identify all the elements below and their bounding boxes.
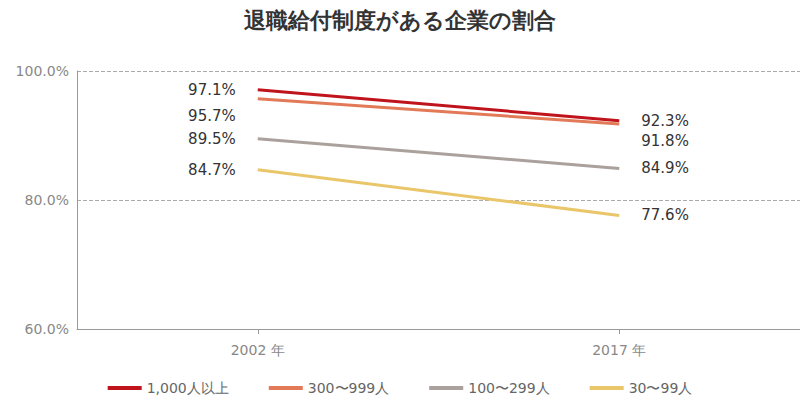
svg-text:60.0%: 60.0%	[25, 321, 69, 337]
svg-text:2017 年: 2017 年	[592, 342, 646, 358]
svg-text:84.9%: 84.9%	[641, 159, 689, 177]
svg-text:89.5%: 89.5%	[188, 130, 236, 148]
svg-text:80.0%: 80.0%	[25, 192, 69, 208]
svg-text:84.7%: 84.7%	[188, 161, 236, 179]
svg-text:300〜999人: 300〜999人	[308, 380, 389, 396]
svg-text:95.7%: 95.7%	[188, 107, 236, 125]
svg-text:77.6%: 77.6%	[641, 206, 689, 224]
svg-text:92.3%: 92.3%	[641, 112, 689, 130]
svg-text:1,000人以上: 1,000人以上	[147, 380, 229, 396]
svg-text:退職給付制度がある企業の割合: 退職給付制度がある企業の割合	[244, 8, 556, 33]
svg-text:100〜299人: 100〜299人	[468, 380, 549, 396]
svg-text:97.1%: 97.1%	[188, 81, 236, 99]
svg-text:30〜99人: 30〜99人	[629, 380, 693, 396]
svg-text:100.0%: 100.0%	[16, 63, 69, 79]
svg-text:91.8%: 91.8%	[641, 132, 689, 150]
svg-text:2002 年: 2002 年	[231, 342, 285, 358]
